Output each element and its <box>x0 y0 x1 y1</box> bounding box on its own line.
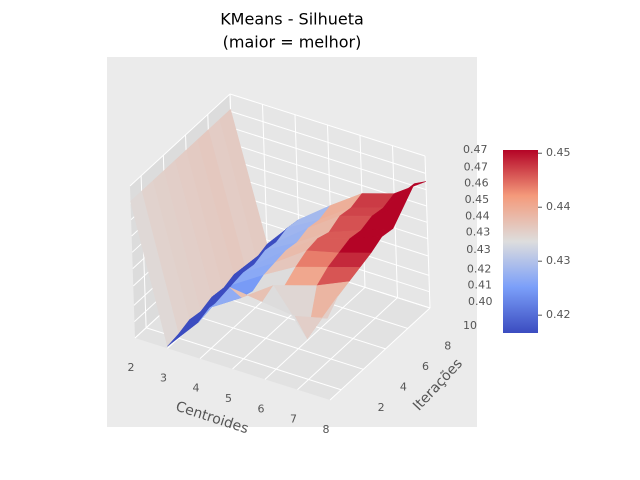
x-tick-label: 7 <box>290 413 297 426</box>
colorbar-tick-label: 0.44 <box>546 200 571 213</box>
x-tick-label: 2 <box>128 361 135 374</box>
surface-face <box>294 295 339 340</box>
colorbar-tick-label: 0.45 <box>546 146 571 159</box>
z-tick-label: 0.45 <box>465 193 490 206</box>
x-tick-label: 4 <box>193 382 200 395</box>
z-tick-label: 0.47 <box>463 143 488 156</box>
x-tick-label: 3 <box>160 371 167 384</box>
y-tick-label: 4 <box>400 380 407 393</box>
plot-area <box>129 93 431 401</box>
grid-line <box>229 93 426 157</box>
y-tick-label: 2 <box>378 401 385 414</box>
z-tick-label: 0.40 <box>468 295 493 308</box>
grid-line <box>145 327 342 391</box>
grid-line <box>329 307 431 401</box>
grid-line <box>230 127 427 191</box>
x-tick-label: 8 <box>323 423 330 436</box>
grid-line <box>297 297 398 391</box>
y-tick-label: 10 <box>463 319 477 332</box>
grid-line <box>264 286 366 380</box>
x-tick-label: 5 <box>225 392 232 405</box>
z-tick-label: 0.44 <box>465 209 490 222</box>
z-tick-label: 0.43 <box>466 243 491 256</box>
x-tick-label: 6 <box>258 402 265 415</box>
colorbar <box>503 150 538 333</box>
chart-title: KMeans - Silhueta <box>220 10 364 29</box>
grid-line <box>230 110 426 174</box>
grid-line <box>262 104 268 257</box>
grid-line <box>424 155 431 309</box>
z-tick-label: 0.41 <box>467 279 492 292</box>
chart-subtitle: (maior = melhor) <box>223 33 362 52</box>
y-tick-label: 6 <box>422 360 429 373</box>
y-tick-label: 8 <box>444 339 451 352</box>
colorbar-tick-label: 0.43 <box>546 254 571 267</box>
z-tick-label: 0.47 <box>464 160 489 173</box>
grid-line <box>129 93 231 187</box>
z-tick-label: 0.42 <box>467 262 492 275</box>
colorbar-tick-label: 0.42 <box>546 308 571 321</box>
z-tick-label: 0.46 <box>464 177 489 190</box>
z-tick-label: 0.43 <box>466 226 491 239</box>
